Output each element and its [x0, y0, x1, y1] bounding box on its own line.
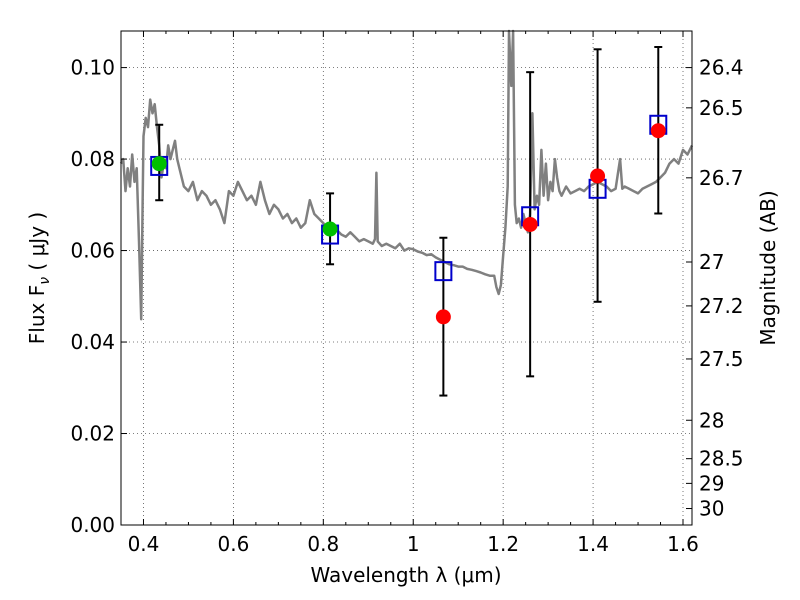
y-tick-label: 0.06 — [70, 239, 115, 263]
x-tick-label: 1.2 — [487, 532, 519, 556]
y2-tick-label: 26.7 — [699, 166, 744, 190]
x-axis-label: Wavelength λ (μm) — [310, 563, 501, 587]
model-square-point — [434, 261, 453, 282]
nir-data-point — [522, 216, 538, 232]
y2-tick-label: 27.5 — [699, 347, 744, 371]
sed-line — [119, 29, 694, 321]
nir-data-point — [435, 309, 451, 325]
axis-ticks: 0.4 0.6 0.8 1 1.2 1.4 1.6 0.00 0.02 0.04 0.06 0.08 0… — [70, 31, 744, 556]
y-axis-label-subscript: ν — [37, 277, 53, 285]
data-markers — [150, 114, 668, 325]
nir-data-point — [590, 168, 606, 184]
y2-tick-label: 28 — [699, 408, 724, 432]
y-tick-label: 0.00 — [70, 513, 115, 537]
x-tick-label: 0.4 — [128, 532, 160, 556]
y-tick-label: 0.04 — [70, 330, 115, 354]
optical-data-point — [322, 221, 338, 237]
y-axis-label-main: Flux F — [25, 285, 49, 344]
plot-frame — [120, 30, 693, 526]
y-tick-label: 0.02 — [70, 422, 115, 446]
x-tick-label: 1.4 — [577, 532, 609, 556]
y2-axis-label: Magnitude (AB) — [756, 190, 780, 345]
x-tick-label: 1 — [407, 532, 420, 556]
y2-tick-label: 29 — [699, 471, 724, 495]
x-tick-label: 0.6 — [217, 532, 249, 556]
y2-tick-label: 26.5 — [699, 96, 744, 120]
x-tick-label: 1.6 — [667, 532, 699, 556]
y2-tick-label: 30 — [699, 497, 724, 521]
nir-data-point — [650, 123, 666, 139]
y-tick-label: 0.10 — [70, 56, 115, 80]
y2-tick-label: 28.5 — [699, 447, 744, 471]
sed-curve — [119, 29, 694, 321]
y2-tick-label: 27.2 — [699, 294, 744, 318]
y2-tick-label: 26.4 — [699, 56, 744, 80]
y-tick-label: 0.08 — [70, 147, 115, 171]
optical-data-point — [151, 156, 167, 172]
x-tick-label: 0.8 — [307, 532, 339, 556]
y-axis-label-unit: ( μJy ) — [25, 212, 49, 277]
y-axis-label: Flux Fν ( μJy ) — [25, 212, 53, 344]
y2-tick-label: 27 — [699, 250, 724, 274]
